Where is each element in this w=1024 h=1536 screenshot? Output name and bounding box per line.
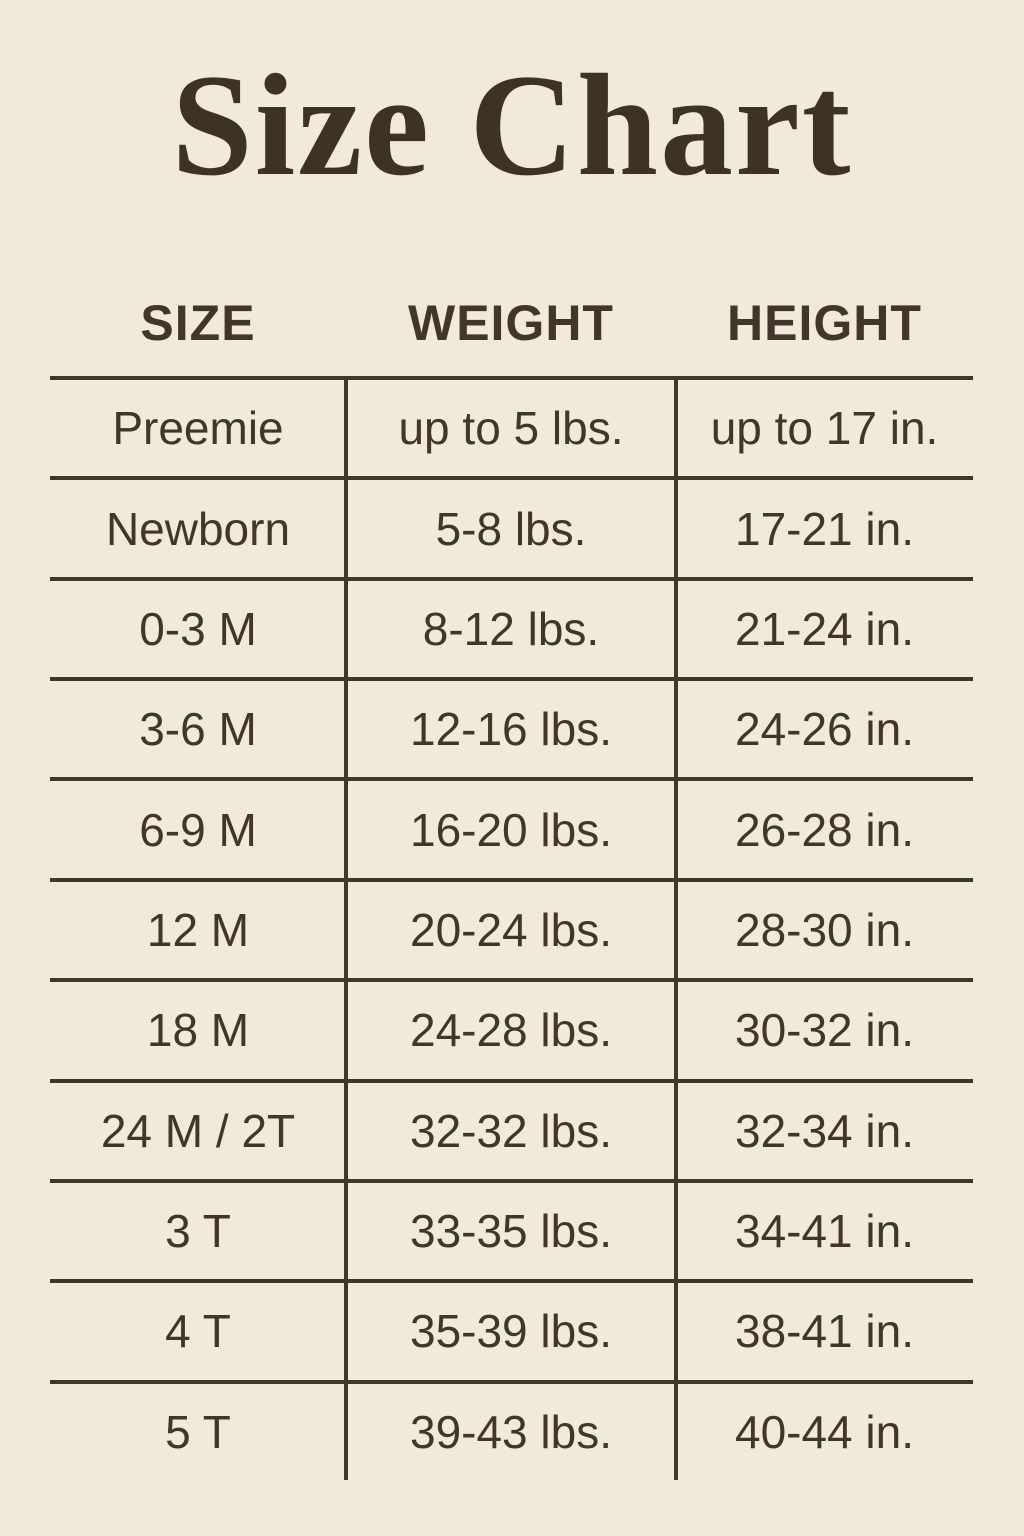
cell-size: 4 T <box>165 1305 231 1358</box>
table-row-preemie: Preemie up to 5 lbs. up to 17 in. <box>50 380 973 481</box>
cell-weight: 20-24 lbs. <box>409 903 612 956</box>
cell-weight: 12-16 lbs. <box>409 703 612 756</box>
table-row-12m: 12 M 20-24 lbs. 28-30 in. <box>50 882 973 983</box>
table-row-5t: 5 T 39-43 lbs. 40-44 in. <box>50 1384 973 1480</box>
cell-size: 24 M / 2T <box>100 1104 296 1157</box>
table-body: Preemie up to 5 lbs. up to 17 in. Newbor… <box>50 376 973 1480</box>
cell-height: 32-34 in. <box>734 1104 914 1157</box>
table-row-18m: 18 M 24-28 lbs. 30-32 in. <box>50 982 973 1083</box>
header-height: HEIGHT <box>727 295 922 351</box>
page-title: Size Chart <box>171 44 853 206</box>
cell-weight: 32-32 lbs. <box>409 1104 612 1157</box>
cell-size: Preemie <box>112 402 284 455</box>
cell-size: 6-9 M <box>139 803 257 856</box>
table-row-3-6m: 3-6 M 12-16 lbs. 24-26 in. <box>50 681 973 782</box>
cell-weight: up to 5 lbs. <box>398 402 624 455</box>
cell-weight: 35-39 lbs. <box>409 1305 612 1358</box>
table-row-4t: 4 T 35-39 lbs. 38-41 in. <box>50 1283 973 1384</box>
cell-size: 0-3 M <box>139 602 257 655</box>
cell-size: 5 T <box>165 1405 231 1458</box>
cell-weight: 8-12 lbs. <box>422 602 600 655</box>
size-table: SIZE WEIGHT HEIGHT Preemie up to 5 lbs. … <box>50 278 973 1480</box>
cell-weight: 16-20 lbs. <box>409 803 612 856</box>
cell-height: 30-32 in. <box>734 1004 914 1057</box>
cell-size: Newborn <box>105 502 291 555</box>
table-row-newborn: Newborn 5-8 lbs. 17-21 in. <box>50 480 973 581</box>
table-header-row: SIZE WEIGHT HEIGHT <box>50 278 973 376</box>
header-size: SIZE <box>140 295 256 351</box>
cell-height: up to 17 in. <box>710 402 939 455</box>
column-divider-1 <box>344 380 348 1480</box>
cell-height: 38-41 in. <box>734 1305 914 1358</box>
cell-size: 12 M <box>146 903 250 956</box>
cell-height: 26-28 in. <box>734 803 914 856</box>
header-weight: WEIGHT <box>408 295 614 351</box>
column-divider-2 <box>674 380 678 1480</box>
cell-height: 40-44 in. <box>734 1405 914 1458</box>
table-row-0-3m: 0-3 M 8-12 lbs. 21-24 in. <box>50 581 973 682</box>
cell-height: 28-30 in. <box>734 903 914 956</box>
table-row-24m-2t: 24 M / 2T 32-32 lbs. 32-34 in. <box>50 1083 973 1183</box>
cell-size: 3 T <box>165 1205 231 1258</box>
cell-weight: 39-43 lbs. <box>409 1405 612 1458</box>
cell-size: 3-6 M <box>139 703 257 756</box>
table-row-3t: 3 T 33-35 lbs. 34-41 in. <box>50 1183 973 1284</box>
cell-height: 21-24 in. <box>734 602 914 655</box>
cell-weight: 24-28 lbs. <box>409 1004 612 1057</box>
cell-weight: 33-35 lbs. <box>409 1205 612 1258</box>
cell-size: 18 M <box>146 1004 250 1057</box>
cell-height: 17-21 in. <box>734 502 914 555</box>
cell-height: 34-41 in. <box>734 1205 914 1258</box>
cell-weight: 5-8 lbs. <box>435 502 587 555</box>
cell-height: 24-26 in. <box>734 703 914 756</box>
table-row-6-9m: 6-9 M 16-20 lbs. 26-28 in. <box>50 781 973 882</box>
